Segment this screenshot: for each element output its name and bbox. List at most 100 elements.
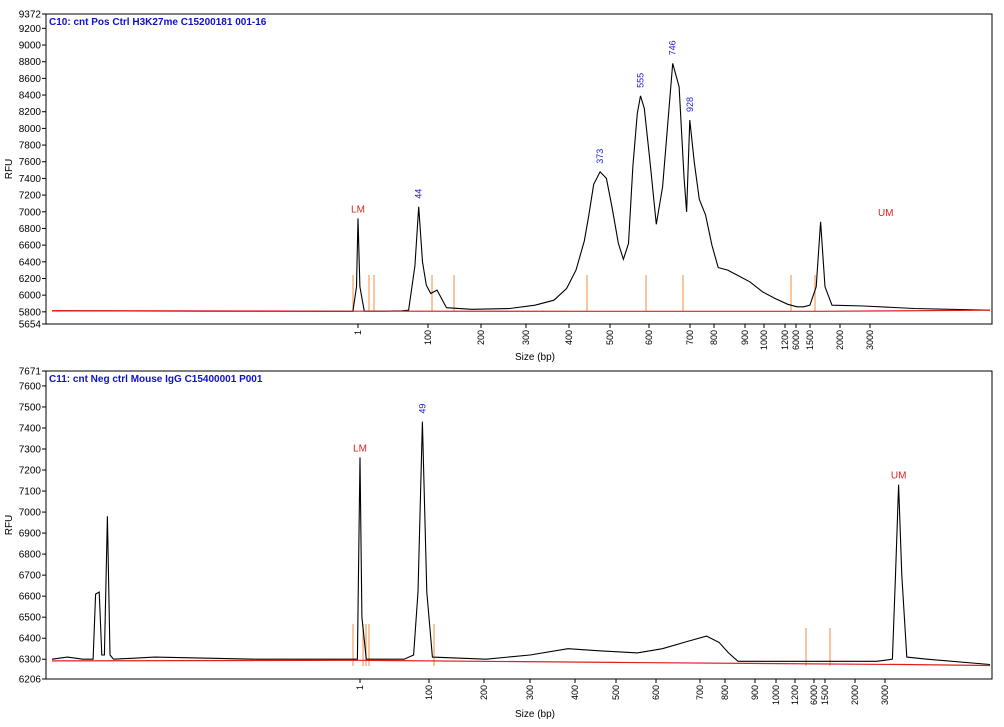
baseline-trace [51,309,991,312]
x-tick-label: 400 [570,685,580,700]
x-tick-label: 700 [685,330,695,345]
x-axis-ticks: 1 100 200 300 400 500 600 700 800 900 1000 1200 1500… [355,679,890,705]
y-tick-label: 5654 [19,320,42,331]
x-tick-label: 6000 [809,685,819,705]
series-group [51,63,991,312]
y-tick-label: 6400 [19,634,42,645]
x-tick-label: 500 [611,685,621,700]
chart-title: C11: cnt Neg ctrl Mouse IgG C15400001 P0… [49,374,263,385]
y-tick-label: 9372 [19,10,42,21]
x-tick-label: 1200 [780,330,790,350]
y-tick-label: 7300 [19,444,42,455]
x-tick-label: 1500 [805,330,815,350]
y-tick-label: 6206 [19,675,42,686]
peak-labels: 44 373 555 746 928 [414,40,695,198]
y-tick-label: 7000 [19,207,42,218]
y-tick-label: 6800 [19,550,42,561]
peak-label: 555 [636,73,646,88]
marker-label: LM [351,204,365,215]
peak-label: 928 [685,97,695,112]
y-axis-ticks: 6206 6300 6400 6500 6600 6700 6800 6900 7000 7100… [19,367,46,686]
x-tick-label: 3000 [865,330,875,350]
y-tick-label: 6800 [19,224,42,235]
panel-c10: C10: cnt Pos Ctrl H3K27me C15200181 001-… [4,10,993,363]
x-tick-label: 500 [605,330,615,345]
x-tick-label: 200 [476,330,486,345]
y-tick-label: 8600 [19,74,42,85]
x-tick-label: 400 [564,330,574,345]
y-tick-label: 9000 [19,41,42,52]
y-tick-label: 6200 [19,274,42,285]
y-axis-label: RFU [4,159,15,180]
y-axis-ticks: 5654 5800 6000 6200 6400 6600 6800 7000 7200 7400… [19,10,46,331]
x-tick-label: 3000 [880,685,890,705]
y-tick-label: 5800 [19,307,42,318]
y-tick-label: 6400 [19,257,42,268]
x-tick-label: 100 [423,330,433,345]
x-tick-label: 300 [525,685,535,700]
x-tick-label: 1000 [771,685,781,705]
x-tick-label: 800 [709,330,719,345]
y-tick-label: 6300 [19,655,42,666]
y-axis-label: RFU [4,515,15,536]
baseline-trace [51,659,991,667]
y-tick-label: 8400 [19,91,42,102]
peak-label: 373 [595,149,605,164]
peak-labels: 49 [417,404,427,414]
marker-label: LM [353,443,367,454]
x-tick-label: 800 [720,685,730,700]
x-tick-label: 1200 [790,685,800,705]
x-tick-label: 2000 [835,330,845,350]
x-tick-label: 100 [424,685,434,700]
peak-label: 44 [414,189,424,199]
y-tick-label: 7671 [19,367,42,378]
x-tick-label: 6000 [791,330,801,350]
y-tick-label: 7400 [19,174,42,185]
y-tick-label: 7400 [19,423,42,434]
y-tick-label: 7600 [19,381,42,392]
x-tick-label: 200 [479,685,489,700]
x-tick-label: 2000 [850,685,860,705]
y-tick-label: 9200 [19,24,42,35]
x-axis-ticks: 1 100 200 300 400 500 600 700 800 900 1000 1200 1500… [353,324,875,350]
x-tick-label: 600 [644,330,654,345]
y-tick-label: 8000 [19,124,42,135]
y-tick-label: 7200 [19,466,42,477]
y-tick-label: 7100 [19,487,42,498]
y-tick-label: 6000 [19,291,42,302]
x-tick-label: 700 [695,685,705,700]
signal-trace [51,63,991,312]
y-tick-label: 6700 [19,571,42,582]
x-tick-label: 900 [740,330,750,345]
signal-trace [51,421,991,666]
x-axis-label: Size (bp) [515,709,555,720]
x-tick-label: 1000 [759,330,769,350]
marker-label: UM [878,208,894,219]
series-group [51,421,991,667]
x-axis-label: Size (bp) [515,352,555,363]
y-tick-label: 6600 [19,592,42,603]
plot-area-frame [45,370,993,680]
x-tick-label: 1 [355,685,365,690]
x-tick-label: 900 [750,685,760,700]
y-tick-label: 8800 [19,57,42,68]
x-tick-label: 1500 [820,685,830,705]
y-tick-label: 6500 [19,613,42,624]
y-tick-label: 7200 [19,191,42,202]
y-tick-label: 7800 [19,141,42,152]
y-tick-label: 7000 [19,508,42,519]
x-tick-label: 600 [651,685,661,700]
y-tick-label: 6900 [19,529,42,540]
plot-area-frame [45,13,993,325]
marker-label: UM [891,471,907,482]
peak-label: 746 [668,40,678,55]
panel-c11: C11: cnt Neg ctrl Mouse IgG C15400001 P0… [4,367,993,720]
y-tick-label: 7500 [19,402,42,413]
peak-label: 49 [417,404,427,414]
x-tick-label: 300 [521,330,531,345]
marker-labels: LM UM [351,204,893,218]
y-tick-label: 8200 [19,107,42,118]
chart-title: C10: cnt Pos Ctrl H3K27me C15200181 001-… [49,17,267,28]
x-tick-label: 1 [353,330,363,335]
